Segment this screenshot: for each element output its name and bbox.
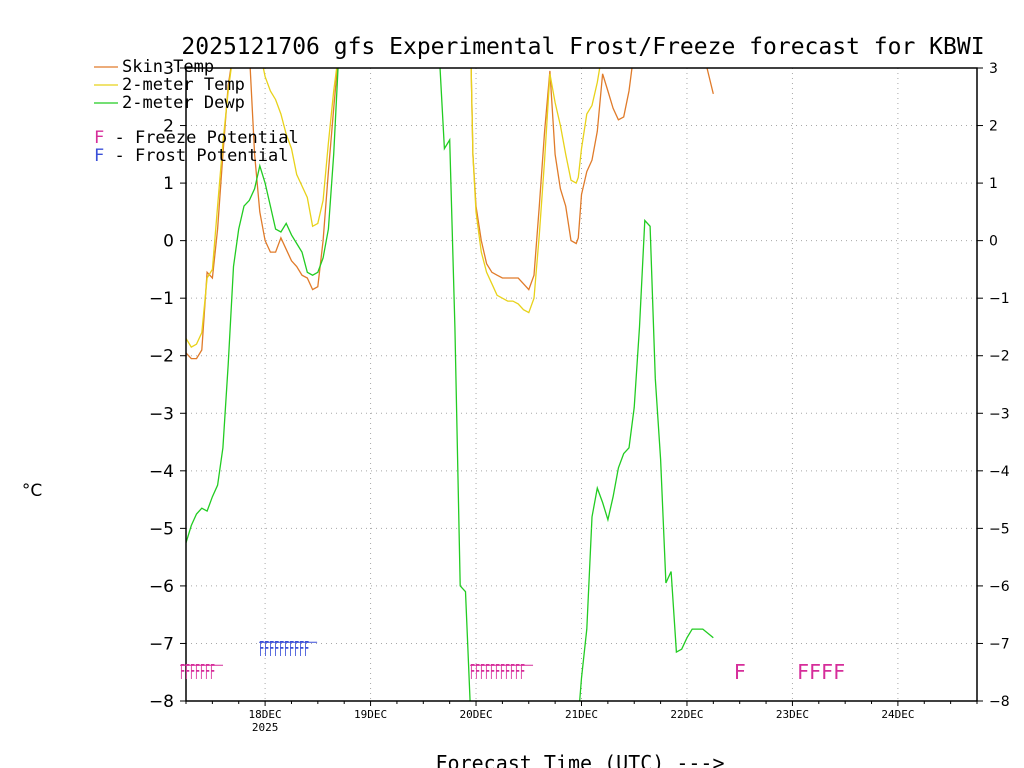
y-tick-label-left: 1 (163, 174, 174, 194)
potential-flag: FFFFFFFFFFF (470, 660, 525, 684)
x-tick-label: 21DEC (565, 708, 598, 721)
y-tick-label-left: −2 (149, 347, 174, 367)
legend-potential-letter: F (94, 128, 104, 148)
y-tick-label-left: −7 (149, 634, 174, 654)
potential-flag: F (734, 660, 746, 684)
legend-potential-text: - Freeze Potential (104, 128, 298, 148)
potential-flag: FFFFFFF (180, 660, 215, 684)
y-tick-label-right: 2 (989, 119, 998, 135)
y-tick-label-left: 2 (163, 117, 174, 137)
y-tick-label-right: −3 (989, 406, 1010, 422)
y-tick-label-right: −7 (989, 636, 1010, 652)
legend-potential-label: F - Freeze Potential (94, 128, 299, 148)
y-tick-label-right: −2 (989, 349, 1010, 365)
y-tick-label-right: 0 (989, 234, 998, 250)
y-tick-label-left: −4 (149, 462, 174, 482)
y-tick-label-right: −6 (989, 579, 1010, 595)
y-tick-label-left: 3 (163, 59, 174, 79)
y-tick-label-right: −8 (989, 694, 1010, 710)
legend-label: 2-meter Dewp (122, 93, 245, 113)
grid-lines (180, 67, 983, 706)
y-tick-label-left: −1 (149, 289, 174, 309)
y-tick-label-left: −3 (149, 404, 174, 424)
legend-potential-label: F - Frost Potential (94, 146, 288, 166)
legend-potential-text: - Frost Potential (104, 146, 288, 166)
y-tick-label-left: 0 (163, 232, 174, 252)
series-line-skin-temp (186, 68, 714, 360)
axes (185, 67, 978, 702)
x-tick-label: 20DEC (459, 708, 492, 721)
y-tick-label-right: −1 (989, 291, 1010, 307)
series-line-2-meter-dewp (186, 68, 714, 701)
legend-label: Skin Temp (122, 57, 214, 77)
chart-title: 2025121706 gfs Experimental Frost/Freeze… (181, 34, 984, 60)
y-tick-label-right: −5 (989, 521, 1010, 537)
potential-flag: FFFFFFFFFF (259, 637, 309, 661)
x-tick-sublabel: 2025 (252, 721, 279, 734)
x-tick-label: 23DEC (776, 708, 809, 721)
legend-label: 2-meter Temp (122, 75, 245, 95)
tick-labels: −8 −8 −7 −7 −6 −6 −5 −5 −4 −4 −3 −3 −2 −2 −1 −1 0 0 1 1 2 2 3 3… (149, 59, 1010, 734)
x-tick-label: 19DEC (354, 708, 387, 721)
x-axis-label: Forecast Time (UTC) ---> (436, 751, 725, 768)
y-tick-label-left: −6 (149, 577, 174, 597)
plot-frame (185, 67, 978, 702)
y-axis-label: °C (22, 481, 42, 501)
y-tick-label-right: 1 (989, 176, 998, 192)
y-tick-label-left: −5 (149, 519, 174, 539)
x-tick-label: 24DEC (881, 708, 914, 721)
y-tick-label-right: 3 (989, 61, 998, 77)
y-tick-label-right: −4 (989, 464, 1010, 480)
legend-potential-letter: F (94, 146, 104, 166)
series-lines (186, 68, 714, 701)
series-line-2-meter-temp (186, 68, 601, 348)
x-tick-label: 22DEC (670, 708, 703, 721)
y-tick-label-left: −8 (149, 692, 174, 712)
x-tick-label: 18DEC (249, 708, 282, 721)
potential-flag: FFFF (797, 660, 845, 684)
